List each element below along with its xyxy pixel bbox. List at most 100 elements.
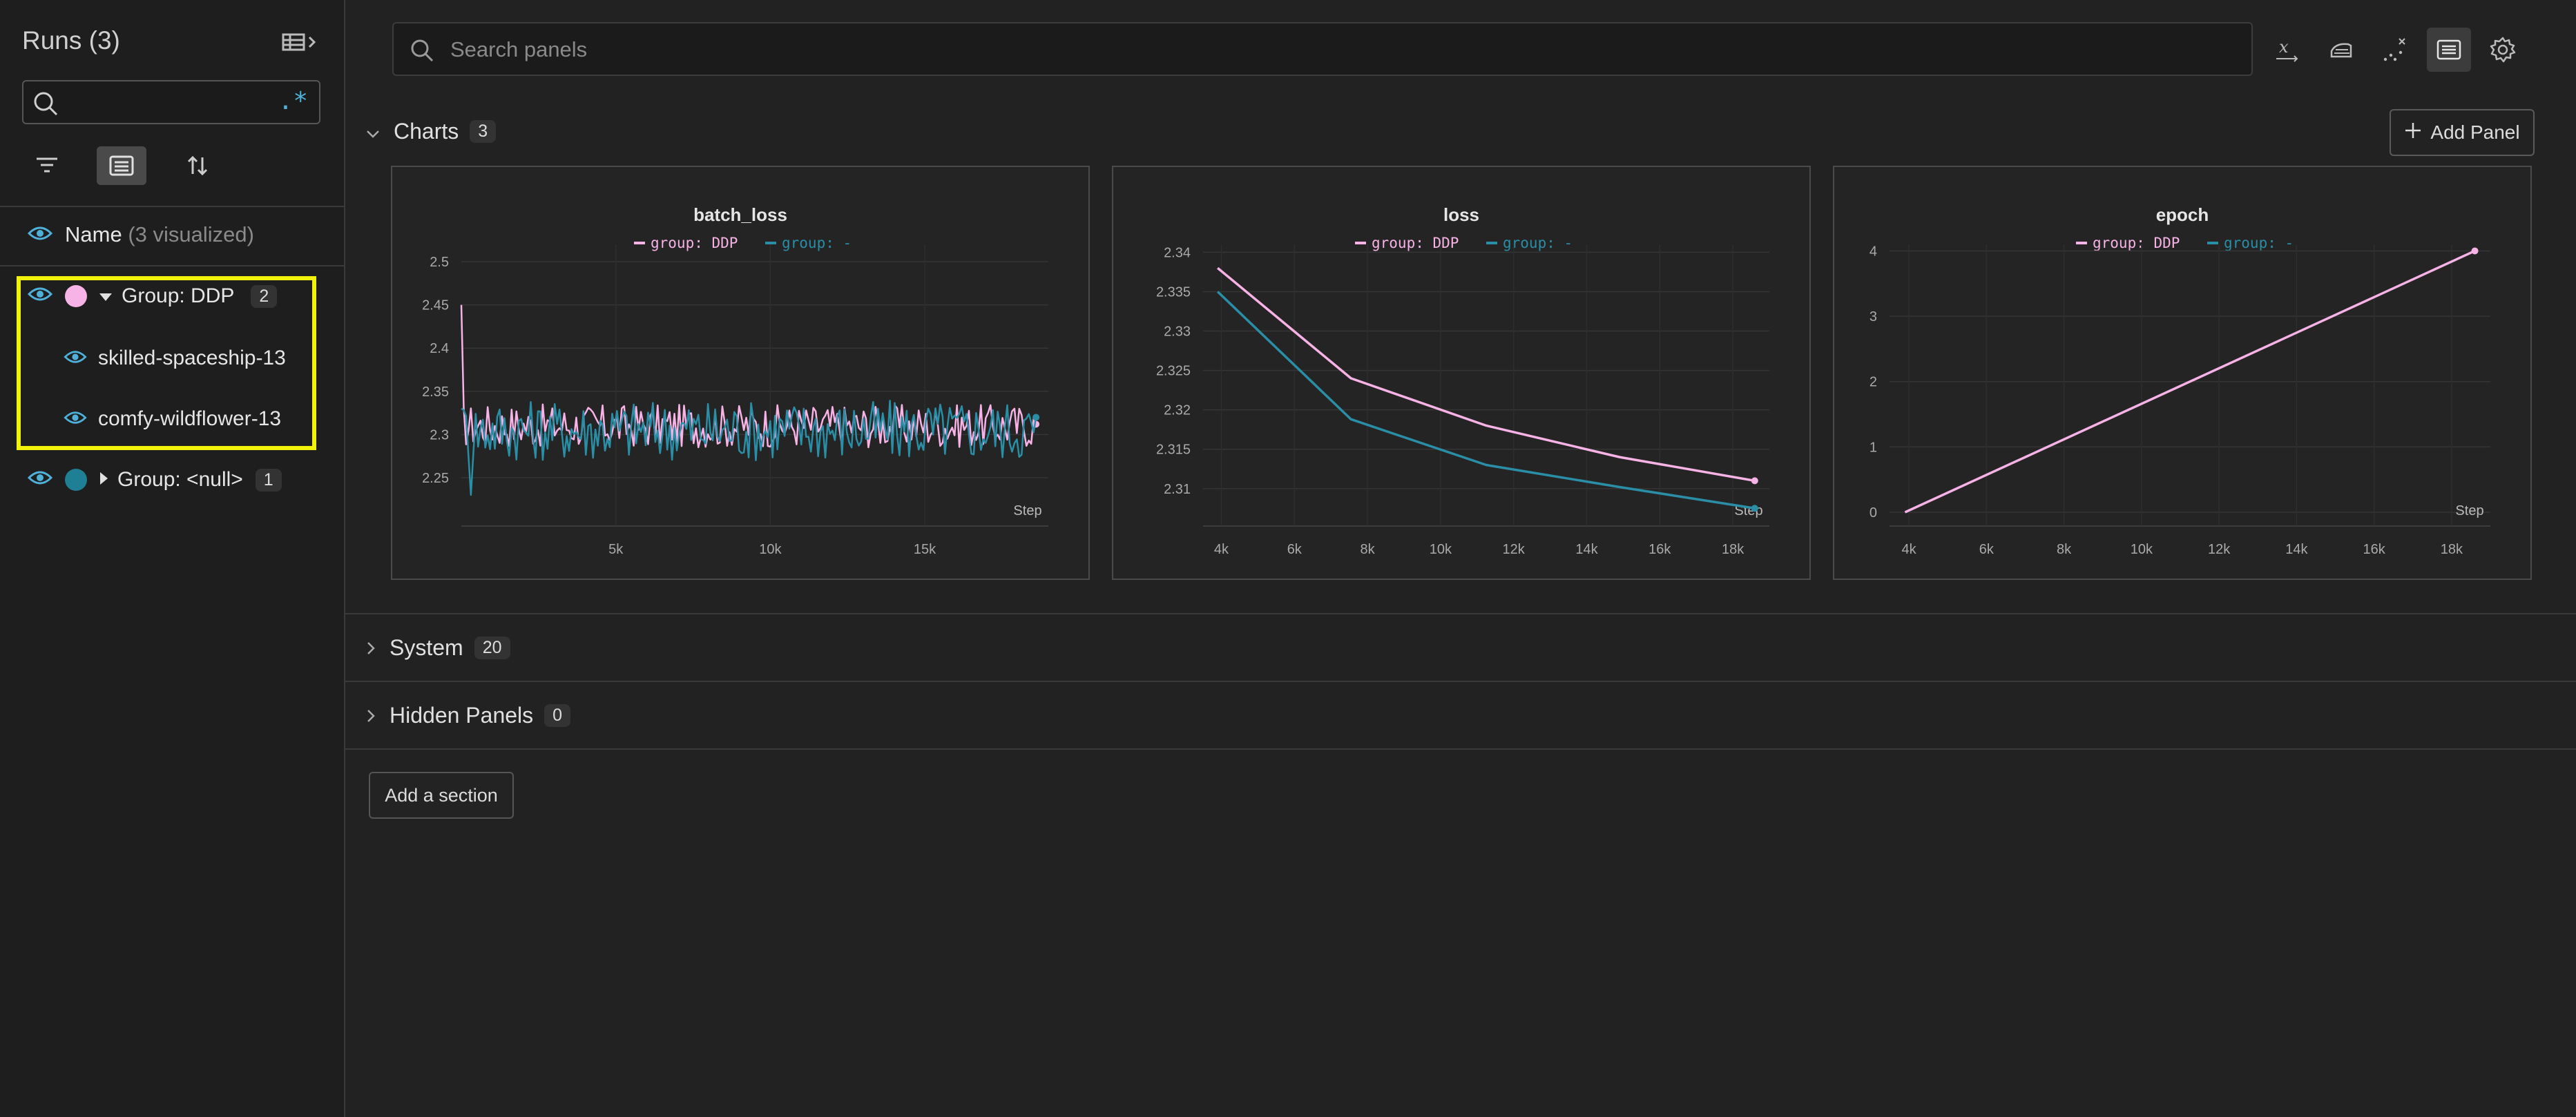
sort-icon <box>187 155 208 176</box>
group-button[interactable] <box>97 146 146 185</box>
section-title: Hidden Panels <box>390 703 534 728</box>
run-row[interactable]: skilled-spaceship-13 <box>64 347 286 370</box>
x-tick-label: 6k <box>1979 542 1995 557</box>
y-tick-label: 2.4 <box>430 341 449 356</box>
y-tick-label: 2.325 <box>1156 364 1191 379</box>
series-line <box>1216 291 1756 510</box>
x-tick-label: 12k <box>1503 542 1526 557</box>
x-tick-label: 18k <box>1722 542 1744 557</box>
chart-panel-loss[interactable]: loss group: DDP group: - 2.31 2.315 2.32 2.325… <box>1112 166 1811 580</box>
name-label: Name <box>65 222 122 246</box>
series-endpoint <box>1751 505 1758 512</box>
chart-title: batch_loss <box>693 204 787 225</box>
x-tick-label: 10k <box>2131 542 2153 557</box>
y-tick-label: 2.335 <box>1156 284 1191 300</box>
group-row-ddp[interactable]: Group: DDP 2 <box>27 284 278 308</box>
x-tick-label: 8k <box>2057 542 2072 557</box>
x-tick-label: 8k <box>1361 542 1376 557</box>
y-tick-label: 2.32 <box>1164 403 1191 418</box>
panel-search-input[interactable] <box>449 33 2109 66</box>
x-tick-label: 5k <box>608 542 624 557</box>
series-line <box>461 400 1037 496</box>
layout-list-icon[interactable] <box>2427 28 2471 72</box>
eye-icon[interactable] <box>27 468 53 492</box>
section-header-system[interactable]: System 20 <box>366 635 510 661</box>
y-tick-label: 2.33 <box>1164 324 1191 340</box>
chevron-right-icon[interactable] <box>366 703 376 728</box>
eye-icon[interactable] <box>64 347 87 370</box>
run-name[interactable]: comfy-wildflower-13 <box>98 407 282 430</box>
workspace-main: x <box>345 0 2576 1117</box>
section-header-charts[interactable]: Charts 3 <box>366 119 497 144</box>
y-tick-label: 1 <box>1869 440 1877 455</box>
run-search-input[interactable]: .* <box>22 80 320 124</box>
regex-toggle[interactable]: .* <box>278 87 308 115</box>
chart-panel-batch-loss[interactable]: batch_loss group: DDP group: - 2.25 2.3 2.35 2… <box>391 166 1090 580</box>
search-icon <box>32 90 59 121</box>
eye-icon[interactable] <box>64 407 87 431</box>
runs-sidebar: Runs (3) .* <box>0 0 345 1117</box>
legend-entry: group: - <box>1503 235 1573 251</box>
group-color-swatch[interactable] <box>65 469 87 491</box>
chevron-right-icon[interactable] <box>366 635 376 661</box>
legend-entry: group: DDP <box>1372 235 1459 251</box>
x-tick-label: 12k <box>2208 542 2231 557</box>
section-divider <box>345 748 2576 750</box>
visualized-count: (3 visualized) <box>128 222 254 246</box>
panel-search-box[interactable] <box>392 22 2253 76</box>
y-tick-label: 2.5 <box>430 255 449 270</box>
run-name[interactable]: skilled-spaceship-13 <box>98 347 286 369</box>
y-tick-label: 2.45 <box>422 298 449 313</box>
section-count-badge: 0 <box>544 704 571 727</box>
runs-title: Runs (3) <box>22 26 120 55</box>
series-endpoint <box>1032 414 1040 421</box>
sidebar-divider <box>0 206 345 207</box>
y-tick-label: 4 <box>1869 244 1877 259</box>
legend-entry: group: - <box>782 235 852 251</box>
add-section-button[interactable]: Add a section <box>369 772 514 819</box>
outliers-icon[interactable] <box>2373 28 2417 72</box>
series-line <box>1904 249 2476 514</box>
chevron-down-icon[interactable] <box>366 119 380 144</box>
y-tick-label: 3 <box>1869 309 1877 324</box>
filter-icon <box>37 157 57 173</box>
y-tick-label: 2.34 <box>1164 245 1191 260</box>
y-tick-label: 2.25 <box>422 471 449 486</box>
highlight-box <box>17 276 316 450</box>
group-color-swatch[interactable] <box>65 285 87 307</box>
eye-icon[interactable] <box>27 284 53 308</box>
table-toggle-icon[interactable] <box>282 30 320 59</box>
chart-panel-epoch[interactable]: epoch group: DDP group: - 0 1 2 3 4 4k 6k 8k 10k 12k… <box>1833 166 2532 580</box>
legend-entry: group: DDP <box>2093 235 2180 251</box>
y-tick-label: 2 <box>1869 375 1877 390</box>
legend-entry: group: DDP <box>651 235 738 251</box>
x-axis-icon[interactable]: x <box>2265 28 2309 72</box>
section-header-hidden[interactable]: Hidden Panels 0 <box>366 703 571 728</box>
gear-icon[interactable] <box>2481 28 2525 72</box>
section-title: Charts <box>394 119 459 144</box>
y-tick-label: 2.315 <box>1156 443 1191 458</box>
y-tick-label: 0 <box>1869 505 1877 521</box>
add-panel-button[interactable]: Add Panel <box>2390 109 2535 156</box>
x-tick-label: 14k <box>1575 542 1598 557</box>
x-tick-label: 6k <box>1287 542 1303 557</box>
x-tick-label: 16k <box>1649 542 1671 557</box>
name-column-header: Name (3 visualized) <box>27 222 254 247</box>
x-tick-label: 10k <box>1430 542 1452 557</box>
caret-down-icon[interactable] <box>98 284 113 308</box>
run-row[interactable]: comfy-wildflower-13 <box>64 407 281 431</box>
smoothing-icon[interactable] <box>2319 28 2363 72</box>
eye-icon[interactable] <box>27 222 53 247</box>
y-tick-label: 2.3 <box>430 427 449 443</box>
sort-button[interactable] <box>173 146 222 185</box>
filter-button[interactable] <box>22 146 72 185</box>
add-panel-label: Add Panel <box>2430 122 2520 143</box>
y-tick-label: 2.31 <box>1164 482 1191 497</box>
loss-chart: loss group: DDP group: - 2.31 2.315 2.32 2.325… <box>1156 204 1769 557</box>
group-icon <box>109 155 134 176</box>
caret-right-icon[interactable] <box>98 468 109 492</box>
x-tick-label: 16k <box>2363 542 2385 557</box>
section-divider <box>345 613 2576 614</box>
group-row-null[interactable]: Group: <null> 1 <box>27 468 282 492</box>
x-tick-label: 18k <box>2441 542 2463 557</box>
